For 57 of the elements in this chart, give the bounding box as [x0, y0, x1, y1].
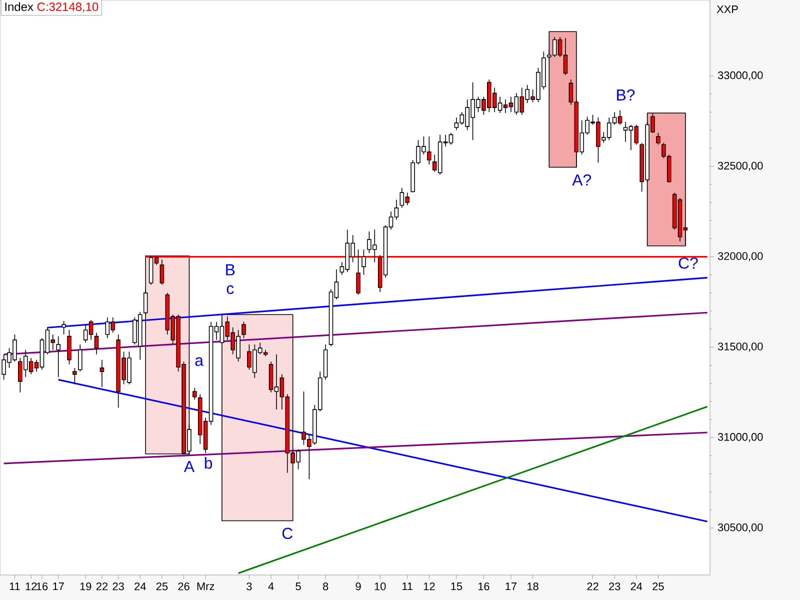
annotation: C? — [678, 257, 698, 269]
x-tick-label: 19 — [80, 582, 92, 590]
x-tick-label: 9 — [356, 582, 361, 590]
x-tick-label: 17 — [506, 582, 517, 590]
x-tick-label: 23 — [609, 582, 620, 590]
x-tick-label: 3 — [246, 582, 252, 590]
candlestick — [62, 320, 66, 335]
x-tick-label: 11 — [10, 582, 20, 590]
x-tick-label: 25 — [156, 582, 168, 590]
x-tick-label: 10 — [374, 582, 386, 590]
y-tick-label: 31500,00 — [718, 342, 763, 352]
x-tick-label: 18 — [528, 582, 538, 590]
y-tick-label: 31000,00 — [718, 433, 763, 442]
annotation: B — [226, 264, 235, 276]
annotation: A — [184, 461, 195, 472]
candlestick — [100, 359, 104, 388]
x-tick-label: 15 — [451, 582, 462, 590]
x-tick-label: 22 — [587, 582, 598, 590]
x-tick-label: 26 — [178, 582, 190, 590]
x-tick-label: 16 — [36, 582, 48, 590]
annotation: b — [204, 457, 212, 469]
candlestick — [78, 344, 82, 372]
candlestick — [160, 259, 164, 286]
candlestick — [94, 332, 99, 355]
candlestick — [72, 368, 77, 385]
x-tick-label: 16 — [478, 582, 490, 590]
candlestick — [362, 249, 366, 276]
y-tick-label: 30500,00 — [718, 523, 763, 533]
candlestick — [192, 387, 197, 400]
y-tick-label: 33000,00 — [718, 71, 763, 80]
x-tick-label: 24 — [134, 582, 146, 590]
y-axis-title: XXP — [716, 6, 738, 14]
annotation: B? — [617, 89, 635, 100]
x-tick-label: 5 — [296, 582, 301, 590]
annotation: c — [226, 285, 234, 294]
annotation: A? — [572, 174, 592, 186]
candlestick — [56, 336, 60, 378]
x-tick-label: Mrz — [197, 582, 214, 590]
y-tick-label: 32500,00 — [718, 162, 763, 171]
y-tick-label: 32000,00 — [718, 252, 763, 262]
annotation: C — [282, 528, 293, 540]
candlestick — [242, 321, 246, 339]
x-tick-label: 4 — [268, 582, 274, 590]
x-tick-label: 12 — [424, 582, 435, 590]
x-tick-label: 22 — [96, 582, 108, 590]
x-tick-label: 23 — [112, 582, 124, 590]
candlestick — [656, 132, 660, 146]
x-tick-label: 12 — [26, 582, 37, 590]
chart-subtitle: C:32148,10 — [37, 2, 98, 12]
x-tick-label: 25 — [652, 582, 664, 590]
chart-title: Index — [5, 2, 34, 11]
x-tick-label: 8 — [322, 582, 328, 590]
x-tick-label: 17 — [53, 582, 64, 590]
x-tick-label: 11 — [402, 582, 413, 590]
candlestick — [67, 330, 72, 365]
x-tick-label: 24 — [630, 582, 642, 590]
annotation: a — [195, 357, 204, 366]
